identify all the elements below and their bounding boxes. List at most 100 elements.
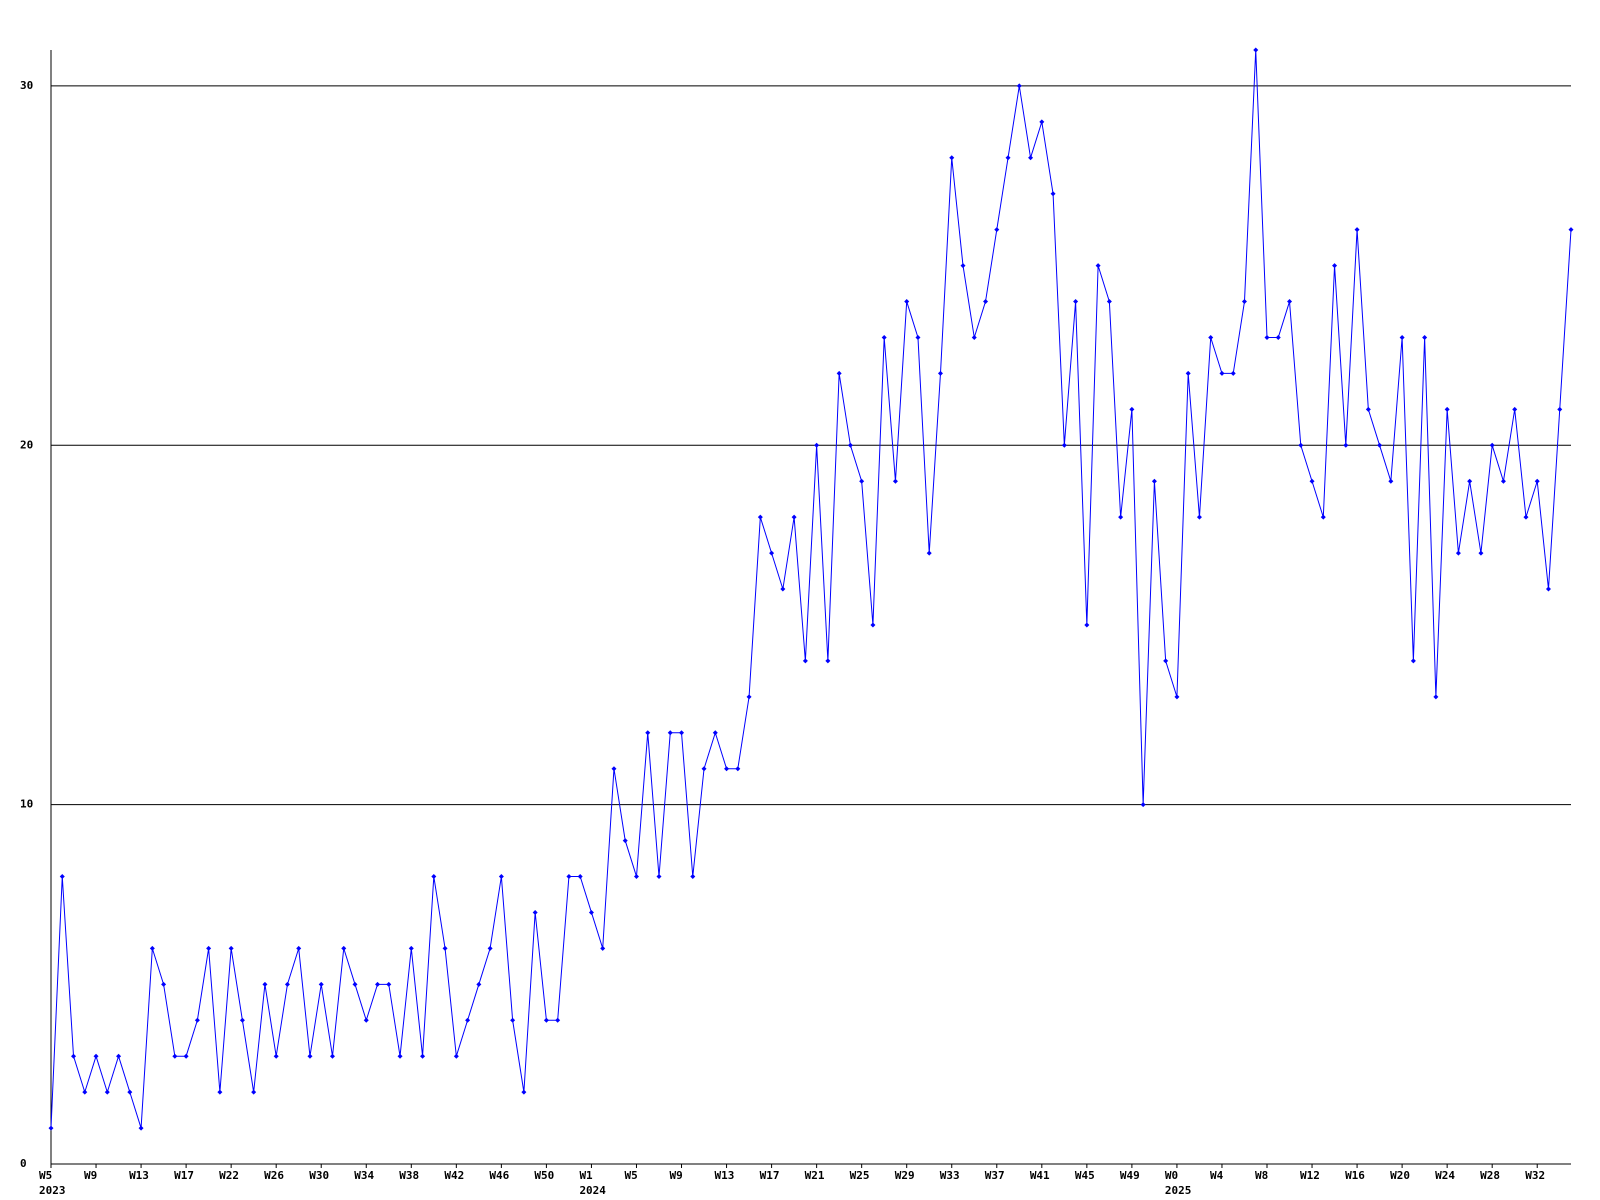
marker bbox=[1489, 442, 1495, 448]
marker bbox=[1478, 550, 1484, 556]
marker bbox=[757, 514, 763, 520]
x-tick-label: W46 bbox=[489, 1169, 509, 1182]
marker bbox=[273, 1053, 279, 1059]
marker bbox=[926, 550, 932, 556]
marker bbox=[1196, 514, 1202, 520]
marker bbox=[307, 1053, 313, 1059]
marker bbox=[1275, 334, 1281, 340]
marker bbox=[172, 1053, 178, 1059]
x-tick-label: W1 bbox=[579, 1169, 593, 1182]
marker bbox=[1174, 694, 1180, 700]
x-tick-label: W13 bbox=[129, 1169, 149, 1182]
marker bbox=[600, 945, 606, 951]
x-tick-label: W16 bbox=[1345, 1169, 1365, 1182]
marker bbox=[442, 945, 448, 951]
marker bbox=[71, 1053, 77, 1059]
marker bbox=[971, 334, 977, 340]
marker bbox=[296, 945, 302, 951]
marker bbox=[206, 945, 212, 951]
y-tick-label: 0 bbox=[20, 1157, 27, 1170]
marker bbox=[814, 442, 820, 448]
x-tick-label: W5 bbox=[39, 1169, 52, 1182]
marker bbox=[859, 478, 865, 484]
marker bbox=[408, 945, 414, 951]
marker bbox=[712, 730, 718, 736]
marker bbox=[735, 766, 741, 772]
marker bbox=[555, 1017, 561, 1023]
marker bbox=[1084, 622, 1090, 628]
x-year-label: 2023 bbox=[39, 1184, 66, 1197]
marker bbox=[1343, 442, 1349, 448]
x-tick-label: W42 bbox=[444, 1169, 464, 1182]
marker bbox=[420, 1053, 426, 1059]
marker bbox=[960, 263, 966, 269]
x-tick-label: W25 bbox=[850, 1169, 870, 1182]
marker bbox=[994, 227, 1000, 233]
marker bbox=[116, 1053, 122, 1059]
marker bbox=[510, 1017, 516, 1023]
x-tick-label: W4 bbox=[1210, 1169, 1224, 1182]
marker bbox=[892, 478, 898, 484]
x-tick-label: W12 bbox=[1300, 1169, 1320, 1182]
marker bbox=[1467, 478, 1473, 484]
marker bbox=[1208, 334, 1214, 340]
marker bbox=[1129, 406, 1135, 412]
marker bbox=[1309, 478, 1315, 484]
marker bbox=[566, 874, 572, 880]
x-tick-label: W17 bbox=[760, 1169, 780, 1182]
marker bbox=[1163, 658, 1169, 664]
marker bbox=[904, 299, 910, 305]
marker bbox=[1028, 155, 1034, 161]
marker bbox=[769, 550, 775, 556]
marker bbox=[183, 1053, 189, 1059]
marker bbox=[622, 838, 628, 844]
marker bbox=[341, 945, 347, 951]
marker bbox=[1118, 514, 1124, 520]
marker bbox=[870, 622, 876, 628]
marker bbox=[1433, 694, 1439, 700]
marker bbox=[1512, 406, 1518, 412]
y-tick-label: 20 bbox=[20, 438, 33, 451]
marker bbox=[194, 1017, 200, 1023]
marker bbox=[1073, 299, 1079, 305]
marker bbox=[1332, 263, 1338, 269]
marker bbox=[149, 945, 155, 951]
marker bbox=[1061, 442, 1067, 448]
marker bbox=[532, 909, 538, 915]
marker bbox=[1557, 406, 1563, 412]
marker bbox=[825, 658, 831, 664]
marker bbox=[1354, 227, 1360, 233]
marker bbox=[577, 874, 583, 880]
marker bbox=[701, 766, 707, 772]
marker bbox=[228, 945, 234, 951]
marker bbox=[645, 730, 651, 736]
x-tick-label: W34 bbox=[354, 1169, 374, 1182]
marker bbox=[847, 442, 853, 448]
marker bbox=[1241, 299, 1247, 305]
marker bbox=[1016, 83, 1022, 89]
marker bbox=[284, 981, 290, 987]
x-tick-label: W21 bbox=[805, 1169, 825, 1182]
marker bbox=[465, 1017, 471, 1023]
x-year-label: 2025 bbox=[1165, 1184, 1192, 1197]
marker bbox=[48, 1125, 54, 1131]
marker bbox=[251, 1089, 257, 1095]
marker bbox=[836, 370, 842, 376]
marker bbox=[476, 981, 482, 987]
marker bbox=[1185, 370, 1191, 376]
marker bbox=[1298, 442, 1304, 448]
marker bbox=[656, 874, 662, 880]
x-tick-label: W37 bbox=[985, 1169, 1005, 1182]
x-tick-label: W22 bbox=[219, 1169, 239, 1182]
x-tick-label: W8 bbox=[1255, 1169, 1268, 1182]
x-tick-label: W30 bbox=[309, 1169, 329, 1182]
marker bbox=[1410, 658, 1416, 664]
marker bbox=[780, 586, 786, 592]
marker bbox=[802, 658, 808, 664]
x-year-label: 2024 bbox=[579, 1184, 606, 1197]
marker bbox=[949, 155, 955, 161]
x-tick-label: W49 bbox=[1120, 1169, 1140, 1182]
marker bbox=[217, 1089, 223, 1095]
marker bbox=[104, 1089, 110, 1095]
